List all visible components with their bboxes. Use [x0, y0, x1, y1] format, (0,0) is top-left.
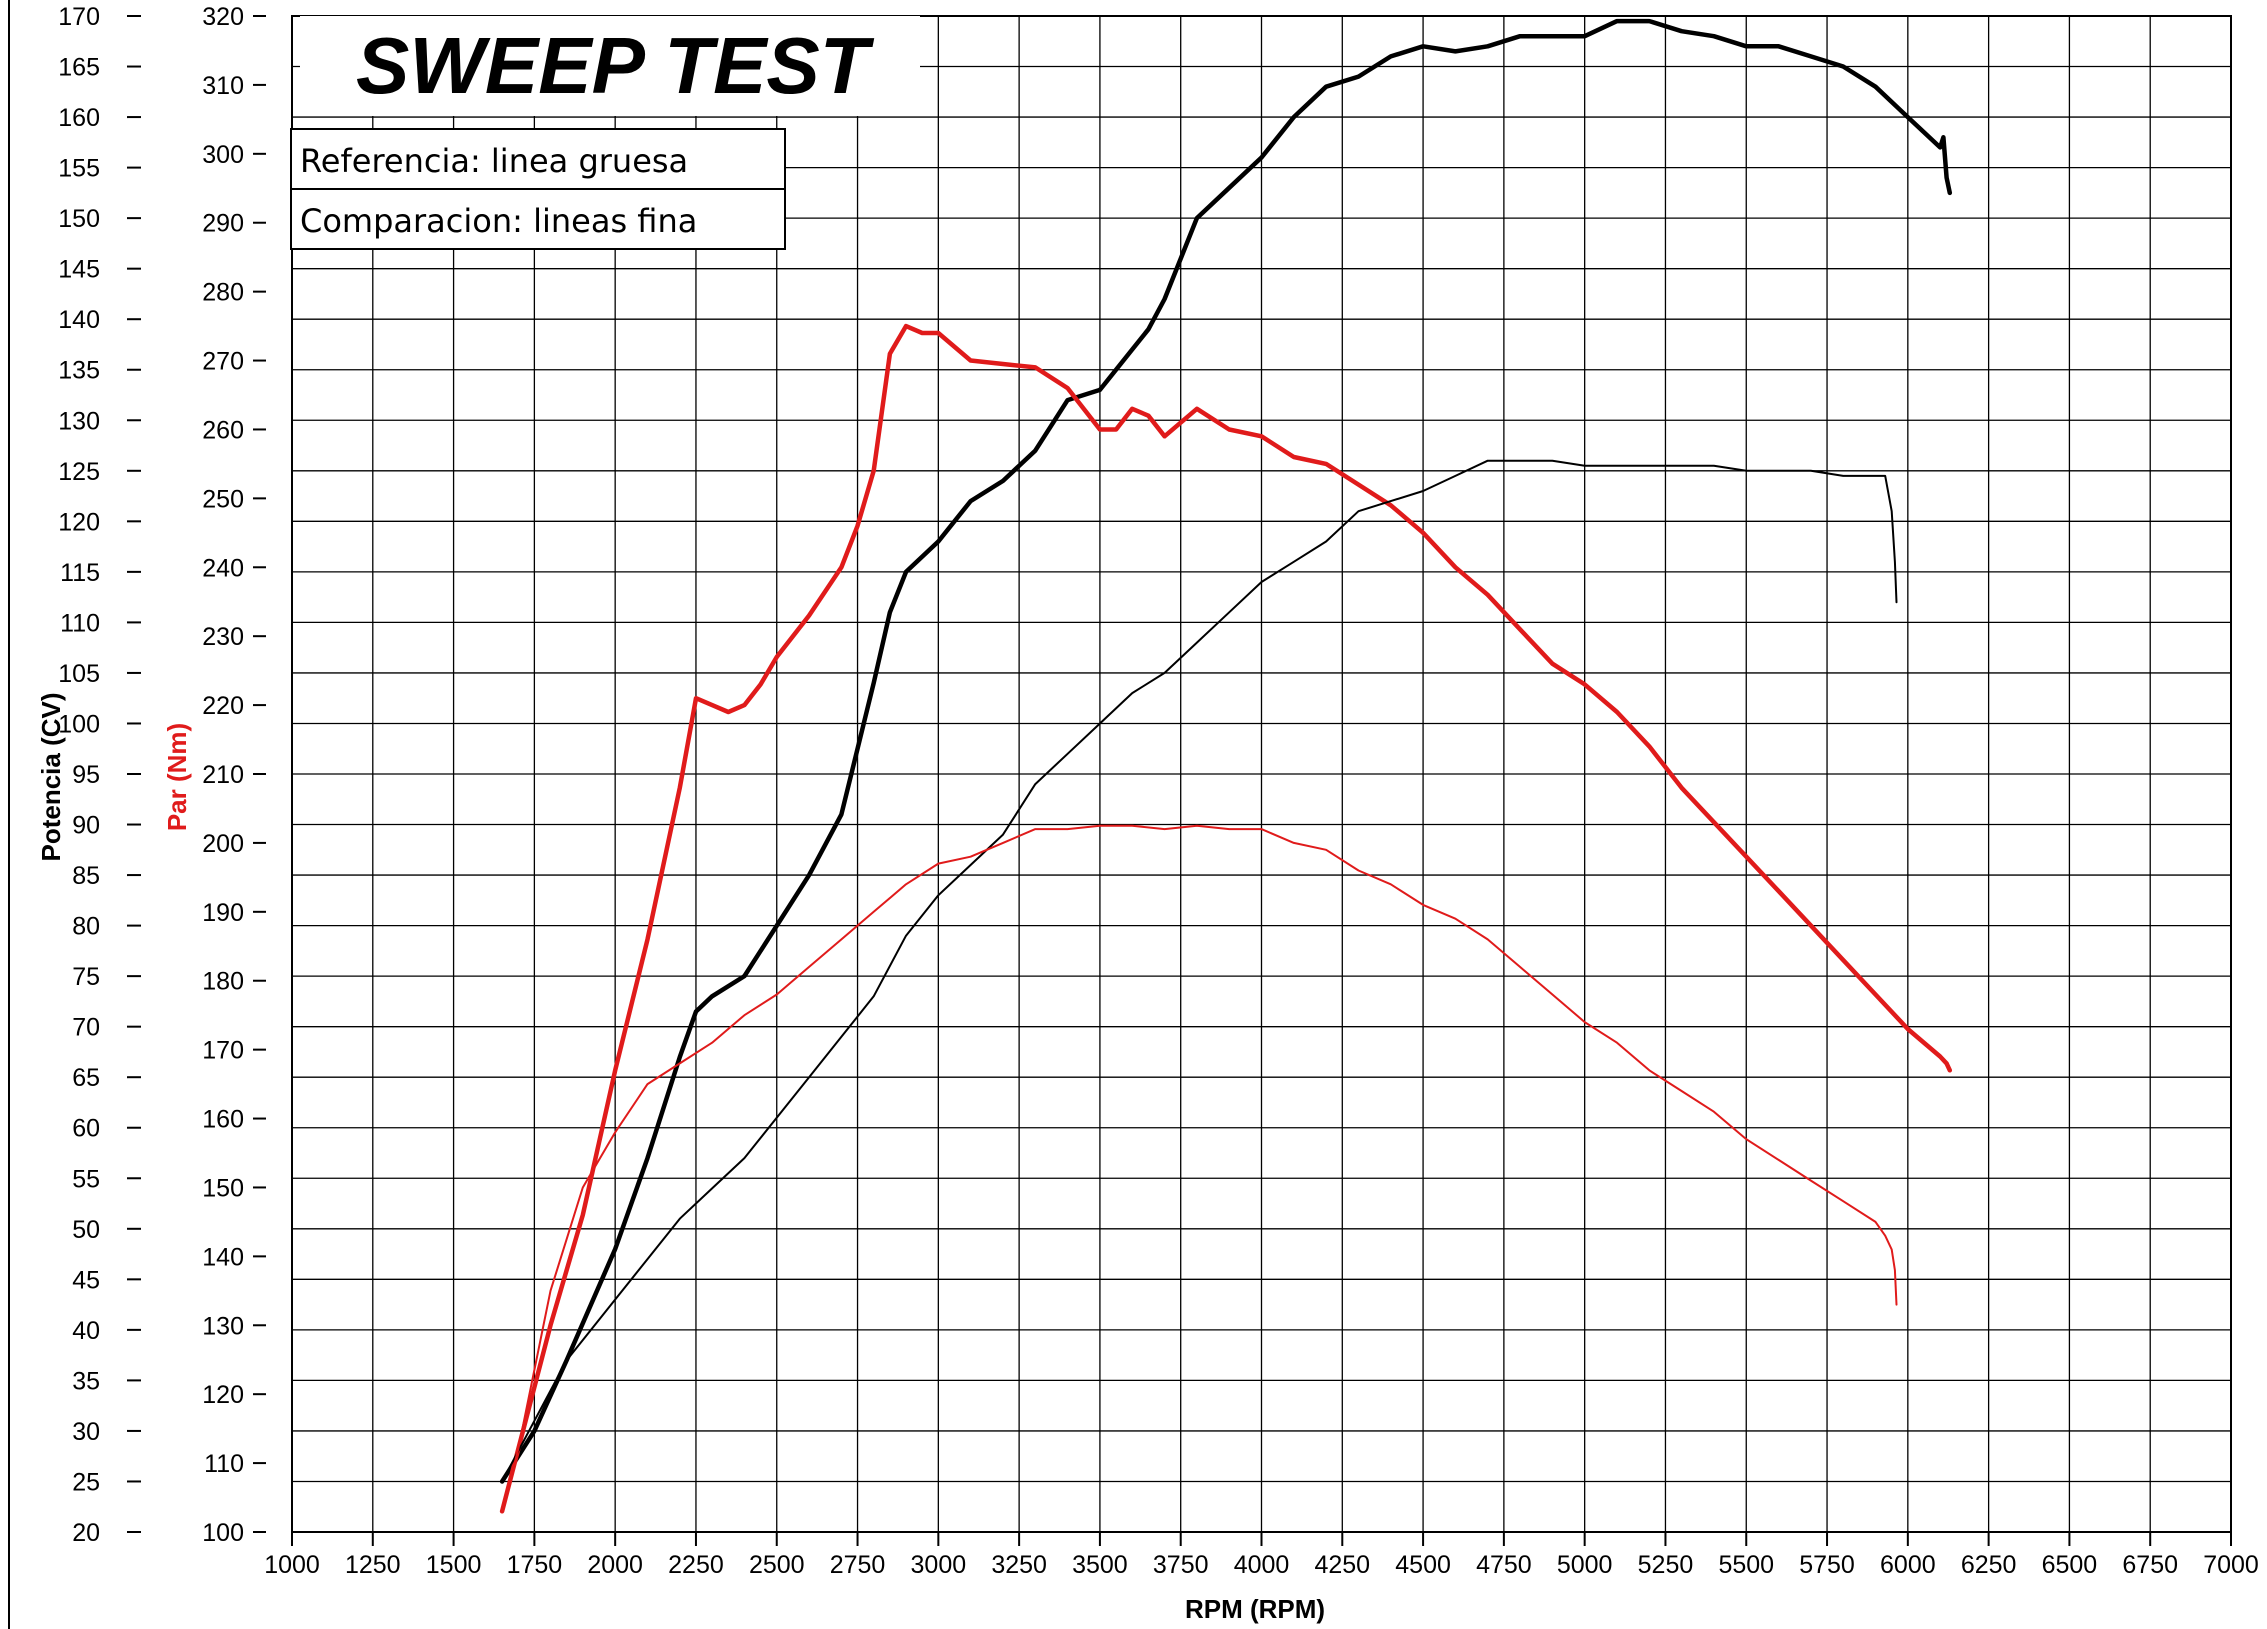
left-tick-label: 20: [72, 1519, 100, 1547]
torque-curve-thick: [499, 323, 1953, 1514]
left-tick-label: 160: [58, 104, 100, 132]
left-tick-label: 65: [72, 1064, 100, 1092]
right-tick-label: 100: [202, 1519, 244, 1547]
x-tick-label: 2750: [830, 1551, 886, 1579]
x-tick-label: 2000: [587, 1551, 643, 1579]
left-tick-label: 165: [58, 54, 100, 82]
right-tick-label: 180: [202, 968, 244, 996]
x-tick-label: 3250: [991, 1551, 1047, 1579]
right-tick-label: 190: [202, 899, 244, 927]
left-tick-label: 25: [72, 1468, 100, 1496]
left-tick-label: 145: [58, 256, 100, 284]
left-tick-label: 170: [58, 3, 100, 31]
x-tick-label: 4750: [1476, 1551, 1532, 1579]
x-tick-label: 4500: [1395, 1551, 1451, 1579]
right-tick-label: 230: [202, 623, 244, 651]
x-tick-label: 3750: [1153, 1551, 1209, 1579]
x-tick-label: 5000: [1557, 1551, 1613, 1579]
power-curve-thick: [499, 18, 1953, 1484]
x-tick-label: 1250: [345, 1551, 401, 1579]
left-tick-label: 70: [72, 1014, 100, 1042]
left-tick-label: 75: [72, 963, 100, 991]
power-curve-thin: [501, 459, 1898, 1483]
right-axis-title: Par (Nm): [162, 723, 192, 831]
left-axis-title: Potencia (CV): [36, 692, 66, 861]
x-tick-label: 5750: [1799, 1551, 1855, 1579]
x-tick-label: 4000: [1234, 1551, 1290, 1579]
right-tick-label: 120: [202, 1381, 244, 1409]
right-tick-label: 210: [202, 761, 244, 789]
x-tick-label: 3000: [911, 1551, 967, 1579]
x-tick-label: 3500: [1072, 1551, 1128, 1579]
left-tick-label: 105: [58, 660, 100, 688]
right-tick-label: 280: [202, 279, 244, 307]
right-tick-label: 270: [202, 348, 244, 376]
left-tick-label: 50: [72, 1216, 100, 1244]
right-tick-label: 310: [202, 72, 244, 100]
right-tick-label: 240: [202, 554, 244, 582]
x-axis-title: RPM (RPM): [1185, 1594, 1325, 1624]
left-tick-label: 30: [72, 1418, 100, 1446]
left-tick-label: 150: [58, 205, 100, 233]
x-tick-label: 6500: [2042, 1551, 2098, 1579]
legend-reference-label: Referencia: linea gruesa: [300, 142, 688, 180]
series-lines: [499, 18, 1953, 1514]
legend-comparison-label: Comparacion: lineas fina: [300, 202, 697, 240]
right-tick-label: 130: [202, 1312, 244, 1340]
left-tick-label: 35: [72, 1367, 100, 1395]
right-tick-label: 170: [202, 1037, 244, 1065]
x-tick-label: 1750: [507, 1551, 563, 1579]
x-tick-label: 1000: [264, 1551, 320, 1579]
left-axis-ticks: 20 25 30 35 40 45 50 55 60 65 70 75 80 85 90 95 100 105 11…: [58, 3, 141, 1547]
right-tick-label: 320: [202, 3, 244, 31]
right-tick-label: 150: [202, 1174, 244, 1202]
left-tick-label: 55: [72, 1165, 100, 1193]
right-axis-ticks: 100 110 120 130 140 150 160 170 180 190 200 210 220 2…: [202, 3, 266, 1547]
x-tick-label: 5250: [1638, 1551, 1694, 1579]
left-tick-label: 90: [72, 812, 100, 840]
x-tick-label: 6250: [1961, 1551, 2017, 1579]
x-tick-label: 1500: [426, 1551, 482, 1579]
right-tick-label: 220: [202, 692, 244, 720]
left-tick-label: 120: [58, 508, 100, 536]
left-tick-label: 115: [60, 559, 100, 587]
x-tick-label: 2250: [668, 1551, 724, 1579]
x-tick-label: 6000: [1880, 1551, 1936, 1579]
right-tick-label: 290: [202, 210, 244, 238]
x-axis-ticks: 1000 1250 1500 1750 2000 2250 2500 2750 3000 3250…: [264, 1532, 2259, 1579]
title-background: [300, 16, 920, 116]
x-tick-label: 4250: [1314, 1551, 1370, 1579]
left-tick-label: 140: [58, 306, 100, 334]
left-tick-label: 40: [72, 1317, 100, 1345]
legend-box: Referencia: linea gruesa Comparacion: li…: [290, 128, 786, 250]
left-tick-label: 100: [58, 710, 100, 738]
right-tick-label: 140: [202, 1243, 244, 1271]
left-tick-label: 95: [72, 761, 100, 789]
right-tick-label: 200: [202, 830, 244, 858]
right-tick-label: 250: [202, 485, 244, 513]
chart-title: SWEEP TEST: [356, 21, 875, 110]
right-tick-label: 300: [202, 141, 244, 169]
right-tick-label: 160: [202, 1106, 244, 1134]
right-tick-label: 110: [204, 1450, 244, 1478]
left-tick-label: 155: [58, 155, 100, 183]
left-tick-label: 80: [72, 913, 100, 941]
left-tick-label: 125: [58, 458, 100, 486]
left-tick-label: 130: [58, 407, 100, 435]
left-tick-label: 60: [72, 1115, 100, 1143]
x-tick-label: 6750: [2122, 1551, 2178, 1579]
left-tick-label: 85: [72, 862, 100, 890]
x-tick-label: 2500: [749, 1551, 805, 1579]
x-tick-label: 5500: [1718, 1551, 1774, 1579]
x-tick-label: 7000: [2203, 1551, 2259, 1579]
left-tick-label: 135: [58, 357, 100, 385]
left-tick-label: 110: [60, 609, 100, 637]
torque-curve-thin: [501, 824, 1898, 1513]
right-tick-label: 260: [202, 416, 244, 444]
left-tick-label: 45: [72, 1266, 100, 1294]
